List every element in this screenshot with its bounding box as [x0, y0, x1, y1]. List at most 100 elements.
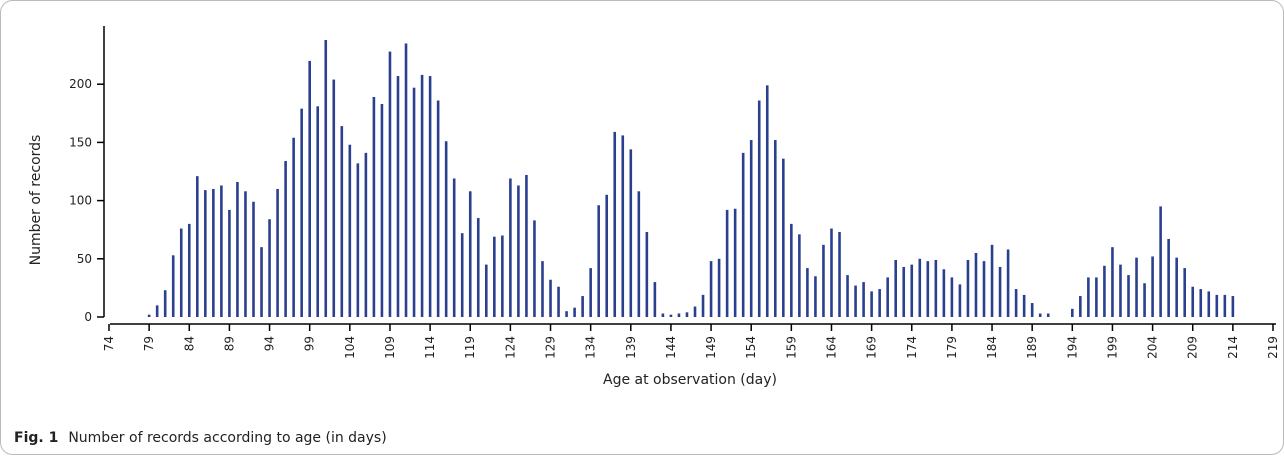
- x-tick-label: 179: [945, 336, 959, 359]
- x-tick-label: 94: [263, 336, 277, 351]
- bar: [950, 277, 954, 317]
- bar: [284, 161, 287, 317]
- bar: [926, 261, 930, 317]
- bar: [236, 181, 239, 317]
- bar: [645, 232, 649, 317]
- bar: [372, 97, 376, 317]
- x-tick-label: 189: [1025, 336, 1039, 359]
- bar: [782, 158, 785, 317]
- bar: [1079, 296, 1082, 317]
- bar: [1006, 249, 1010, 317]
- bar: [918, 258, 922, 317]
- x-tick-label: 104: [343, 336, 357, 359]
- x-tick-label: 119: [463, 336, 477, 359]
- bar: [1175, 257, 1178, 317]
- bar: [733, 208, 737, 317]
- bar: [677, 313, 681, 317]
- x-tick-label: 209: [1186, 336, 1200, 359]
- bar: [725, 209, 729, 317]
- bar: [1135, 257, 1138, 317]
- x-tick-label: 74: [102, 336, 116, 351]
- bar: [452, 178, 456, 317]
- bar: [252, 201, 255, 317]
- bar: [468, 191, 472, 317]
- bar: [179, 228, 183, 317]
- bar: [163, 290, 167, 317]
- bar: [854, 285, 857, 317]
- bar: [155, 305, 159, 317]
- bar: [653, 282, 657, 317]
- bar: [1223, 294, 1227, 317]
- bar: [420, 74, 424, 317]
- bar: [501, 235, 504, 317]
- bar: [1183, 268, 1186, 317]
- bar: [1022, 294, 1026, 317]
- bar: [525, 174, 528, 317]
- bar: [1127, 275, 1130, 317]
- bar: [212, 188, 215, 317]
- bar: [244, 191, 247, 317]
- bar: [806, 268, 809, 317]
- x-tick-label: 139: [624, 336, 638, 359]
- bar: [870, 291, 873, 317]
- x-tick-label: 204: [1146, 336, 1160, 359]
- bar: [966, 259, 970, 317]
- x-tick-label: 214: [1226, 336, 1240, 359]
- x-tick-label: 129: [544, 336, 558, 359]
- bar: [581, 296, 584, 317]
- bar: [990, 244, 994, 317]
- bar: [1030, 303, 1034, 317]
- x-tick-label: 134: [584, 336, 598, 359]
- bar: [412, 87, 416, 317]
- x-tick-label: 154: [744, 336, 758, 359]
- bar: [798, 234, 801, 317]
- bar: [1143, 283, 1146, 317]
- x-tick-label: 79: [142, 336, 156, 351]
- bar: [1191, 286, 1195, 317]
- bar: [549, 279, 552, 317]
- bar: [741, 152, 745, 317]
- bar: [1095, 277, 1098, 317]
- bar: [669, 314, 673, 317]
- bar: [1199, 289, 1203, 317]
- bar: [316, 106, 320, 317]
- bar: [147, 314, 151, 317]
- x-tick-label: 164: [824, 336, 838, 359]
- x-tick-label: 109: [383, 336, 397, 359]
- x-tick-label: 84: [182, 336, 196, 351]
- bar: [460, 233, 464, 317]
- bar: [228, 209, 231, 317]
- x-tick-label: 89: [222, 336, 236, 351]
- bar: [749, 140, 753, 317]
- bar: [589, 268, 592, 317]
- y-tick-label: 50: [77, 252, 92, 266]
- x-tick-label: 149: [704, 336, 718, 359]
- caption-text: Number of records according to age (in d…: [68, 430, 386, 446]
- bar: [757, 100, 761, 317]
- bar: [196, 176, 199, 317]
- bar: [484, 264, 488, 317]
- bar: [308, 60, 311, 318]
- bar: [814, 276, 817, 317]
- x-tick-label: 194: [1065, 336, 1079, 359]
- x-axis-label: Age at observation (day): [603, 372, 777, 388]
- bar: [260, 247, 263, 317]
- x-tick-label: 184: [985, 336, 999, 359]
- bar: [428, 76, 432, 317]
- x-tick-label: 114: [423, 336, 437, 359]
- bar: [276, 188, 279, 317]
- x-tick-label: 144: [664, 336, 678, 359]
- y-tick-label: 100: [69, 194, 92, 208]
- y-axis-label: Number of records: [28, 135, 44, 266]
- bar: [1159, 206, 1162, 317]
- bar: [613, 131, 617, 317]
- bar: [444, 141, 448, 317]
- bar: [404, 43, 408, 318]
- bar: [1167, 239, 1170, 317]
- bar: [878, 289, 881, 317]
- bar: [292, 137, 295, 317]
- y-tick-label: 0: [84, 310, 92, 324]
- caption-label: Fig. 1: [14, 430, 58, 446]
- bar: [629, 149, 633, 317]
